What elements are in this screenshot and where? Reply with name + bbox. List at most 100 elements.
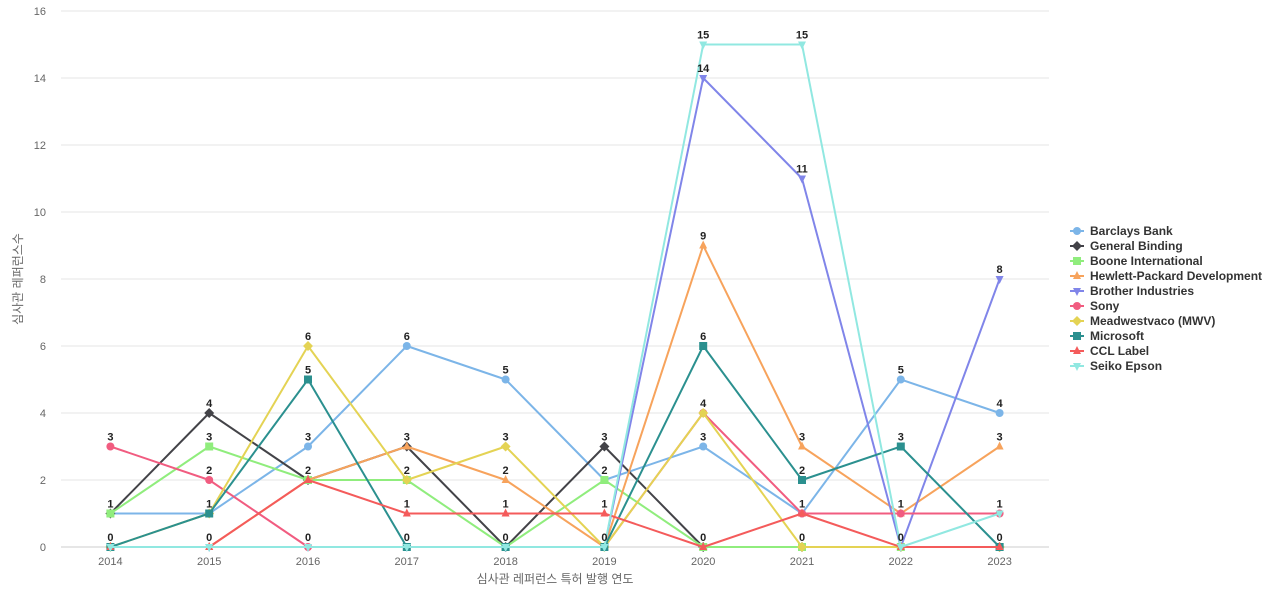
data-label: 0 <box>799 532 805 544</box>
data-point <box>501 375 510 384</box>
data-point <box>797 542 807 552</box>
legend-item[interactable]: Sony <box>1070 299 1120 313</box>
legend-label: CCL Label <box>1090 344 1149 358</box>
data-point <box>304 442 312 451</box>
y-tick-label: 0 <box>40 542 46 554</box>
series-lines <box>105 41 1005 552</box>
data-point <box>699 442 708 451</box>
data-point <box>798 175 806 184</box>
data-point <box>106 509 115 518</box>
grid-lines <box>61 10 1049 548</box>
legend-label: Microsoft <box>1090 329 1144 343</box>
data-label: 14 <box>697 63 710 75</box>
data-label: 1 <box>601 499 607 511</box>
data-point <box>501 544 510 552</box>
data-label: 1 <box>997 499 1003 511</box>
legend-symbol <box>1072 316 1082 326</box>
data-point <box>205 442 214 451</box>
data-label: 1 <box>503 499 509 511</box>
data-label: 2 <box>404 465 410 477</box>
x-tick-label: 2014 <box>98 556 122 568</box>
legend-item[interactable]: Brother Industries <box>1070 284 1194 298</box>
data-point <box>402 544 411 552</box>
data-point <box>304 375 312 384</box>
data-label: 3 <box>206 432 212 444</box>
data-label: 1 <box>404 499 410 511</box>
data-label: 4 <box>206 398 213 410</box>
data-labels: 3104321065320632105321032101514964301511… <box>107 30 1003 545</box>
legend-item[interactable]: Barclays Bank <box>1070 224 1173 238</box>
data-label: 2 <box>206 465 212 477</box>
series-line <box>110 345 1000 548</box>
data-label: 5 <box>305 365 311 377</box>
legend-item[interactable]: Hewlett-Packard Development <box>1070 269 1262 283</box>
data-label: 4 <box>997 398 1004 410</box>
data-label: 1 <box>799 499 805 511</box>
legend-item[interactable]: General Binding <box>1070 239 1183 253</box>
legend-item[interactable]: CCL Label <box>1070 344 1149 358</box>
data-point <box>995 510 1004 519</box>
data-label: 5 <box>898 365 904 377</box>
data-point <box>698 408 709 418</box>
y-tick-label: 8 <box>40 274 46 286</box>
data-label: 6 <box>404 331 410 343</box>
data-label: 6 <box>305 331 311 343</box>
legend-symbol <box>1072 241 1082 251</box>
y-tick-label: 14 <box>34 73 46 85</box>
data-point <box>798 508 806 517</box>
legend-label: Sony <box>1090 299 1120 313</box>
series-line <box>110 479 1000 548</box>
legend-label: Brother Industries <box>1090 284 1194 298</box>
legend-label: Boone International <box>1090 254 1203 268</box>
legend-label: Hewlett-Packard Development <box>1090 269 1262 283</box>
legend-item[interactable]: Meadwestvaco (MWV) <box>1070 314 1215 328</box>
data-point <box>599 441 610 452</box>
data-point <box>501 475 510 483</box>
data-label: 11 <box>796 164 808 176</box>
y-tick-label: 10 <box>34 207 46 219</box>
data-point <box>205 476 214 484</box>
legend-item[interactable]: Boone International <box>1070 254 1203 268</box>
series-6 <box>105 341 1005 552</box>
data-label: 6 <box>700 331 706 343</box>
data-point <box>402 441 411 450</box>
data-label: 0 <box>305 532 311 544</box>
y-tick-label: 12 <box>34 140 46 152</box>
data-label: 3 <box>404 432 410 444</box>
x-tick-label: 2018 <box>493 556 517 568</box>
data-label: 2 <box>503 465 509 477</box>
data-point <box>106 544 115 552</box>
legend-symbol <box>1073 346 1081 354</box>
legend-symbol <box>1073 288 1081 296</box>
data-label: 1 <box>206 499 212 511</box>
data-point <box>402 342 411 350</box>
data-point <box>600 544 609 552</box>
data-point <box>600 508 609 517</box>
data-label: 0 <box>700 532 706 544</box>
data-label: 0 <box>404 532 410 544</box>
data-label: 15 <box>796 30 808 42</box>
legend-item[interactable]: Seiko Epson <box>1070 359 1162 373</box>
x-tick-label: 2021 <box>790 556 814 568</box>
data-point <box>995 441 1004 450</box>
data-label: 3 <box>997 432 1003 444</box>
y-tick-label: 6 <box>40 341 46 353</box>
series-line <box>110 77 1001 548</box>
data-point <box>896 375 905 384</box>
data-point <box>204 408 215 418</box>
data-label: 2 <box>305 465 311 477</box>
data-point <box>205 509 214 518</box>
data-label: 3 <box>799 432 805 444</box>
data-label: 0 <box>898 532 904 544</box>
data-label: 1 <box>107 499 113 511</box>
data-point <box>798 41 806 50</box>
legend-item[interactable]: Microsoft <box>1070 329 1144 343</box>
legend-symbol <box>1073 257 1081 265</box>
data-label: 0 <box>997 532 1003 544</box>
legend-label: Seiko Epson <box>1090 359 1162 373</box>
data-label: 5 <box>503 365 509 377</box>
series-9 <box>106 41 1004 552</box>
data-label: 3 <box>503 432 509 444</box>
